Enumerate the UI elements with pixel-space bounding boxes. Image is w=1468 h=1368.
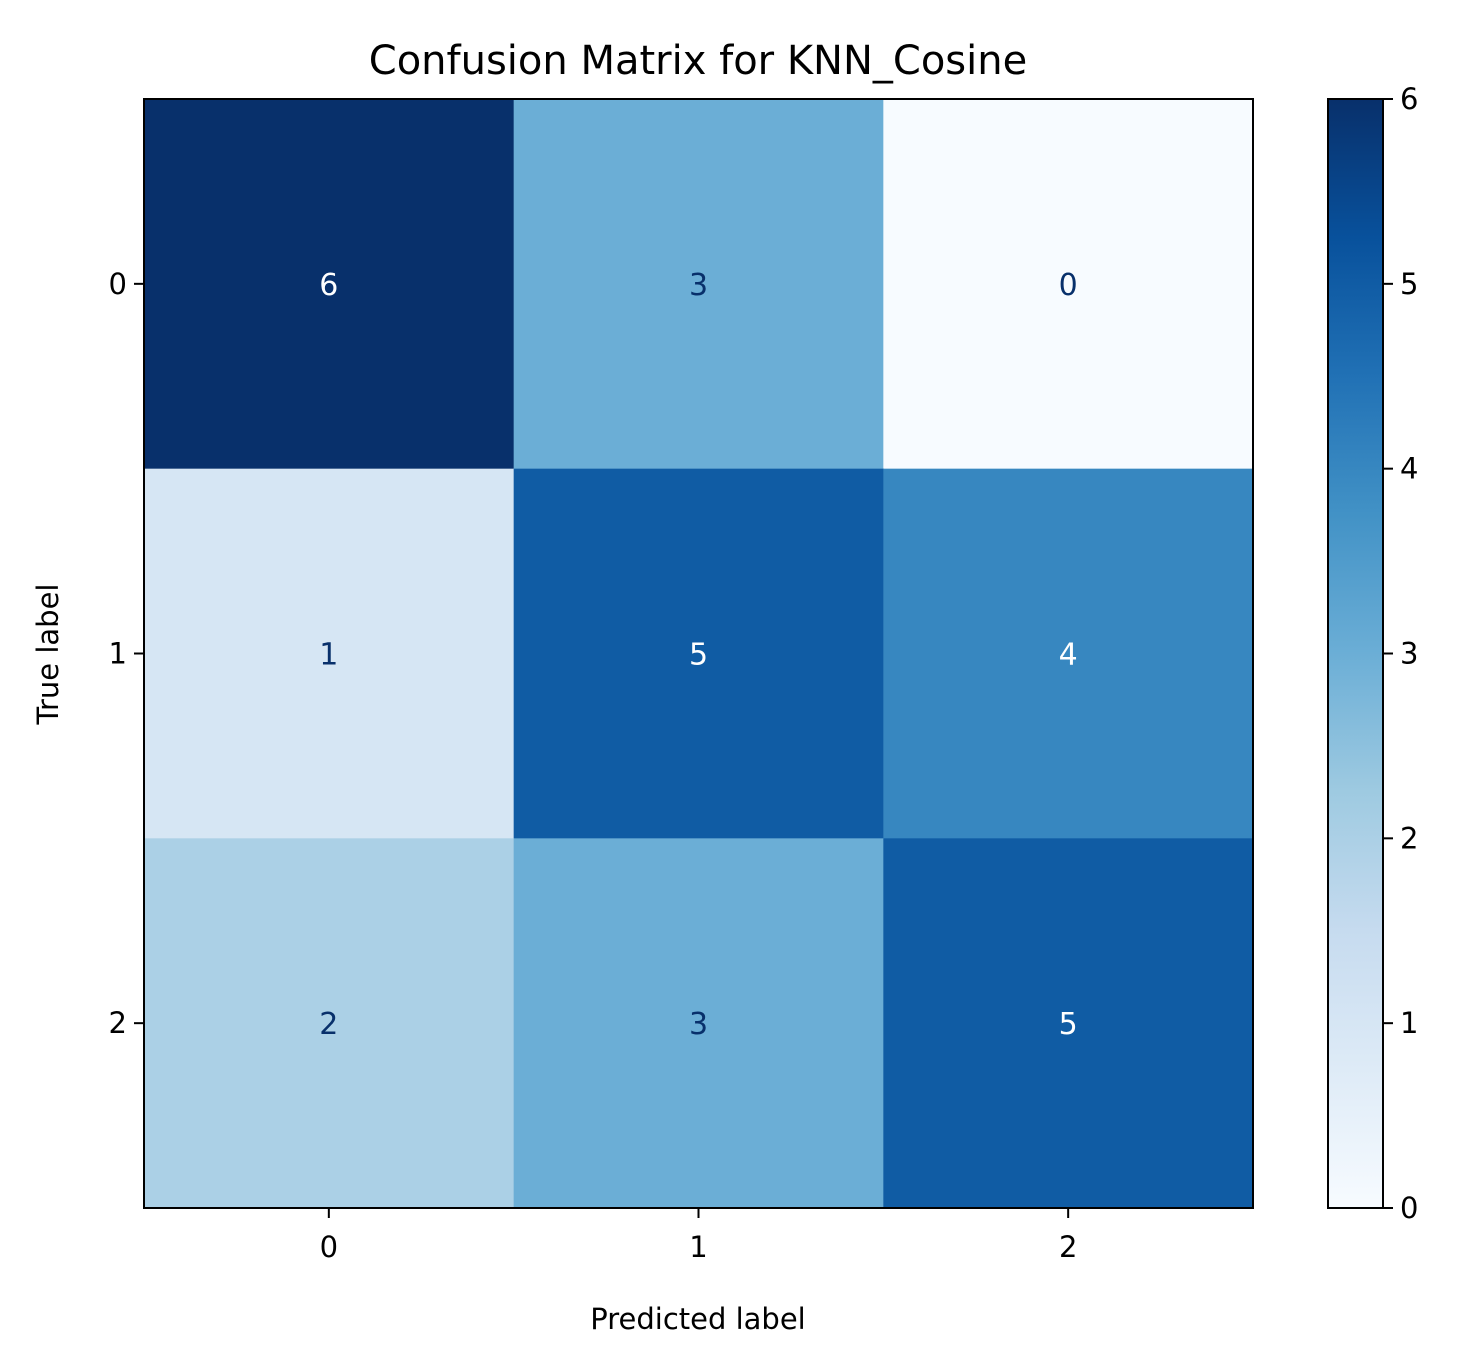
heatmap-cell-r0-c2 <box>883 99 1254 470</box>
cell-value-r2-c2: 5 <box>1059 1007 1078 1042</box>
cell-value-r1-c0: 1 <box>319 638 338 673</box>
cell-value-r1-c2: 4 <box>1059 638 1078 673</box>
colorbar-tick-label-1: 1 <box>1400 1006 1418 1040</box>
heatmap-cell-r2-c0 <box>144 838 515 1209</box>
colorbar <box>1327 98 1384 1209</box>
heatmap-cells <box>144 99 1254 1209</box>
x-tick-label-1: 1 <box>689 1230 707 1264</box>
heatmap-cell-r1-c0 <box>144 468 515 839</box>
colorbar-tick-label-4: 4 <box>1400 452 1418 486</box>
chart-title: Confusion Matrix for KNN_Cosine <box>369 38 1027 84</box>
cell-value-r2-c0: 2 <box>319 1007 338 1042</box>
heatmap-cell-labels: 6 3 0 1 5 4 2 3 5 <box>319 268 1077 1042</box>
colorbar-tick-label-2: 2 <box>1400 821 1418 855</box>
y-tick-label-0: 0 <box>109 267 127 301</box>
colorbar-ticks: 0 1 2 3 4 5 6 <box>1383 82 1418 1225</box>
heatmap-cell-r1-c1 <box>513 468 884 839</box>
heatmap-cell-r2-c2 <box>883 838 1254 1209</box>
cell-value-r0-c0: 6 <box>319 268 338 303</box>
y-tick-label-2: 2 <box>109 1006 127 1040</box>
y-axis-label: True label <box>31 584 65 726</box>
x-tick-label-2: 2 <box>1059 1230 1077 1264</box>
x-axis-label: Predicted label <box>590 1302 806 1336</box>
colorbar-tick-label-5: 5 <box>1400 267 1418 301</box>
y-axis-ticks: 0 1 2 <box>109 267 144 1040</box>
cell-value-r0-c1: 3 <box>689 268 708 303</box>
heatmap-cell-r2-c1 <box>513 838 884 1209</box>
colorbar-tick-label-3: 3 <box>1400 637 1418 671</box>
cell-value-r2-c1: 3 <box>689 1007 708 1042</box>
x-axis-ticks: 0 1 2 <box>320 1208 1077 1264</box>
heatmap-cell-r0-c0 <box>144 99 515 470</box>
colorbar-tick-label-0: 0 <box>1400 1191 1418 1225</box>
colorbar-tick-label-6: 6 <box>1400 82 1418 116</box>
x-tick-label-0: 0 <box>320 1230 338 1264</box>
cell-value-r0-c2: 0 <box>1059 268 1078 303</box>
heatmap-cell-r0-c1 <box>513 99 884 470</box>
y-tick-label-1: 1 <box>109 637 127 671</box>
cell-value-r1-c1: 5 <box>689 638 708 673</box>
heatmap-cell-r1-c2 <box>883 468 1254 839</box>
